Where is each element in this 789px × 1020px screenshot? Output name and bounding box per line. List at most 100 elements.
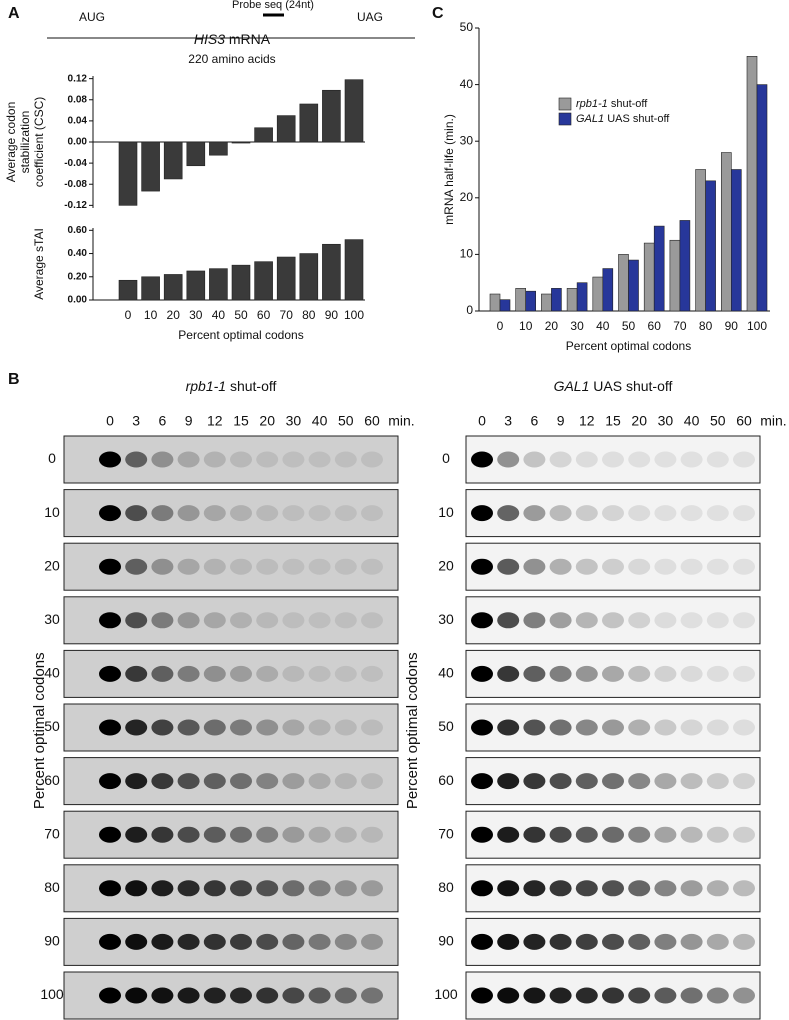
- band: [334, 719, 357, 736]
- band: [125, 505, 148, 522]
- bar: [720, 152, 732, 312]
- y-axis-label: Average sTAI: [32, 228, 46, 300]
- band: [99, 773, 121, 790]
- band: [549, 933, 572, 950]
- band: [549, 612, 572, 629]
- band: [282, 880, 305, 897]
- band: [523, 773, 546, 790]
- band: [706, 665, 729, 682]
- bar: [141, 141, 160, 192]
- band: [282, 826, 305, 843]
- band: [334, 612, 357, 629]
- row-label: 30: [44, 611, 60, 627]
- stop-codon: UAG: [357, 10, 383, 24]
- band: [282, 451, 305, 468]
- x-tick-label: 100: [344, 308, 364, 322]
- band: [125, 826, 148, 843]
- band: [523, 880, 546, 897]
- band: [256, 719, 279, 736]
- y-axis-label: Average codon: [4, 102, 18, 183]
- band: [99, 987, 121, 1004]
- band: [523, 558, 546, 575]
- time-unit: min.: [388, 413, 414, 429]
- band: [602, 826, 624, 843]
- band: [497, 773, 520, 790]
- bar: [705, 180, 716, 312]
- bar: [344, 79, 364, 143]
- band: [628, 719, 651, 736]
- bar: [231, 141, 251, 144]
- y-tick-label: -0.12: [64, 200, 87, 211]
- band: [733, 505, 755, 522]
- band: [361, 987, 383, 1004]
- x-tick-label: 20: [167, 308, 181, 322]
- band: [177, 719, 200, 736]
- time-label: 15: [233, 413, 249, 429]
- band: [308, 933, 331, 950]
- time-unit: min.: [760, 413, 786, 429]
- band: [471, 826, 493, 843]
- bar: [756, 84, 768, 312]
- time-label: 50: [338, 413, 354, 429]
- band: [628, 558, 651, 575]
- band: [654, 719, 677, 736]
- band: [177, 612, 200, 629]
- band: [602, 987, 624, 1004]
- band: [497, 719, 520, 736]
- band: [523, 451, 546, 468]
- bar: [231, 264, 251, 301]
- band: [334, 987, 357, 1004]
- band: [549, 558, 572, 575]
- x-tick-label: 0: [125, 308, 132, 322]
- band: [203, 880, 226, 897]
- band: [680, 612, 703, 629]
- bar: [209, 141, 228, 156]
- bar: [653, 225, 665, 312]
- band: [230, 451, 252, 468]
- band: [733, 987, 755, 1004]
- y-tick-label: 30: [460, 133, 474, 147]
- legend-label: GAL1 UAS shut-off: [576, 113, 670, 125]
- row-label: 0: [442, 450, 450, 466]
- y-tick-label: 0.60: [68, 225, 88, 236]
- bar: [276, 256, 296, 301]
- x-tick-label: 70: [673, 319, 687, 333]
- band: [575, 773, 598, 790]
- band: [334, 451, 357, 468]
- band: [203, 987, 226, 1004]
- probe-label: Probe seq (24nt): [232, 0, 314, 11]
- band: [654, 826, 677, 843]
- row-label: 80: [44, 879, 60, 895]
- band: [125, 987, 148, 1004]
- time-label: 9: [185, 413, 193, 429]
- row-label: 100: [40, 986, 64, 1002]
- x-tick-label: 80: [699, 319, 713, 333]
- band: [549, 773, 572, 790]
- band: [733, 826, 755, 843]
- time-label: 40: [684, 413, 700, 429]
- bar: [186, 270, 206, 301]
- band: [680, 451, 703, 468]
- band: [282, 987, 305, 1004]
- row-label: 70: [44, 825, 60, 841]
- band: [628, 505, 651, 522]
- band: [628, 987, 651, 1004]
- band: [575, 826, 598, 843]
- band: [334, 933, 357, 950]
- band: [628, 933, 651, 950]
- band: [151, 612, 174, 629]
- band: [602, 612, 624, 629]
- band: [177, 773, 200, 790]
- band: [151, 933, 174, 950]
- band: [230, 612, 252, 629]
- band: [549, 719, 572, 736]
- band: [125, 451, 148, 468]
- band: [203, 612, 226, 629]
- y-axis-label: coefficient (CSC): [32, 97, 46, 187]
- band: [471, 773, 493, 790]
- x-axis-label: Percent optimal codons: [178, 328, 303, 342]
- time-label: 3: [504, 413, 512, 429]
- time-label: 12: [579, 413, 595, 429]
- band: [151, 665, 174, 682]
